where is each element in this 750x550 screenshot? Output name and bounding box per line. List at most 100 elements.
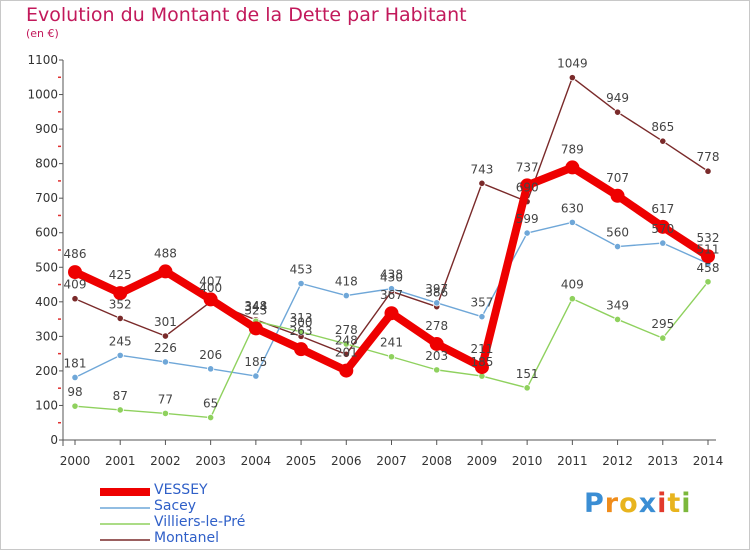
data-label: 865: [651, 120, 674, 134]
data-label: 488: [154, 246, 177, 260]
data-label: 65: [203, 397, 218, 411]
proxiti-logo: Proxiti: [584, 488, 692, 519]
chart-title: Evolution du Montant de la Dette par Hab…: [26, 4, 467, 26]
data-label: 1049: [557, 57, 588, 71]
y-tick-label: 100: [35, 398, 58, 412]
data-point: [433, 366, 441, 374]
data-point: [252, 372, 260, 380]
data-point: [116, 314, 124, 322]
y-tick-label: 300: [35, 329, 58, 343]
data-label: 386: [425, 286, 448, 300]
data-point: [523, 229, 531, 237]
data-label: 430: [380, 270, 403, 284]
data-label: 707: [606, 171, 629, 185]
data-point: [704, 167, 712, 175]
data-label: 151: [516, 367, 539, 381]
data-point: [429, 336, 444, 351]
legend-swatch-villiers: [100, 523, 150, 525]
legend-label-villiers: Villiers-le-Pré: [154, 514, 246, 530]
data-label: 295: [651, 317, 674, 331]
legend-label-sacey: Sacey: [154, 498, 197, 514]
y-tick-label: 200: [35, 364, 58, 378]
x-tick-label: 2009: [467, 454, 498, 468]
y-tick-label: 800: [35, 157, 58, 171]
data-label: 743: [470, 162, 493, 176]
data-label: 458: [697, 261, 720, 275]
data-point: [297, 279, 305, 288]
data-label: 409: [561, 278, 584, 292]
legend-label-montanel: Montanel: [154, 530, 219, 546]
data-point: [161, 409, 170, 417]
data-point: [568, 74, 576, 82]
data-point: [161, 332, 170, 340]
data-point: [704, 278, 712, 286]
data-point: [520, 178, 535, 193]
data-point: [158, 264, 173, 279]
legend-swatch-sacey: [100, 507, 150, 509]
x-tick-label: 2001: [105, 454, 136, 468]
data-label: 349: [606, 298, 629, 312]
data-point: [568, 218, 576, 226]
data-label: 630: [561, 201, 584, 215]
data-label: 486: [64, 247, 87, 261]
data-label: 87: [113, 389, 128, 403]
data-point: [659, 334, 667, 342]
data-label: 570: [651, 222, 674, 236]
x-tick-label: 2004: [241, 454, 272, 468]
y-tick-label: 500: [35, 260, 58, 274]
x-tick-label: 2010: [512, 454, 543, 468]
data-label: 278: [425, 319, 448, 333]
data-point: [68, 265, 82, 280]
data-point: [342, 350, 350, 358]
data-label: 348: [244, 299, 267, 313]
data-label: 211: [470, 342, 493, 356]
data-label: 77: [158, 392, 173, 406]
data-point: [297, 328, 305, 336]
data-point: [523, 384, 531, 392]
data-label: 949: [606, 91, 629, 105]
data-label: 532: [697, 231, 720, 245]
data-label: 409: [64, 278, 87, 292]
data-point: [387, 353, 396, 361]
data-point: [474, 360, 489, 375]
legend-label-vessey: VESSEY: [154, 482, 208, 498]
data-label: 185: [244, 355, 267, 369]
data-label: 511: [697, 242, 720, 256]
data-label: 453: [290, 263, 313, 277]
data-point: [384, 306, 399, 321]
data-label: 206: [199, 348, 222, 362]
data-point: [339, 363, 354, 378]
data-point: [387, 285, 396, 293]
data-point: [659, 239, 667, 247]
legend-swatch-vessey: [100, 488, 150, 496]
data-label: 400: [199, 281, 222, 295]
data-point: [478, 179, 486, 187]
data-label: 185: [470, 355, 493, 369]
data-label: 344: [244, 300, 267, 314]
data-point: [568, 295, 576, 303]
logo-letter: r: [604, 488, 620, 519]
logo-letter: x: [638, 488, 658, 519]
data-point: [116, 406, 124, 414]
data-point: [701, 249, 715, 264]
data-label: 301: [154, 315, 177, 329]
data-label: 203: [425, 349, 448, 363]
y-tick-label: 1000: [27, 88, 58, 102]
data-label: 357: [470, 296, 493, 310]
x-tick-label: 2003: [195, 454, 226, 468]
x-tick-label: 2012: [602, 454, 633, 468]
y-tick-label: 0: [50, 433, 58, 447]
data-label: 245: [109, 334, 132, 348]
data-label: 300: [290, 315, 313, 329]
data-label: 367: [380, 288, 403, 302]
data-label: 617: [651, 202, 674, 216]
logo-letter: o: [619, 488, 639, 519]
data-point: [613, 242, 622, 251]
y-tick-label: 1100: [27, 53, 58, 67]
x-tick-label: 2005: [286, 454, 317, 468]
data-point: [613, 108, 622, 116]
logo-letter: i: [657, 488, 668, 519]
data-point: [659, 137, 667, 145]
x-tick-label: 2007: [376, 454, 407, 468]
